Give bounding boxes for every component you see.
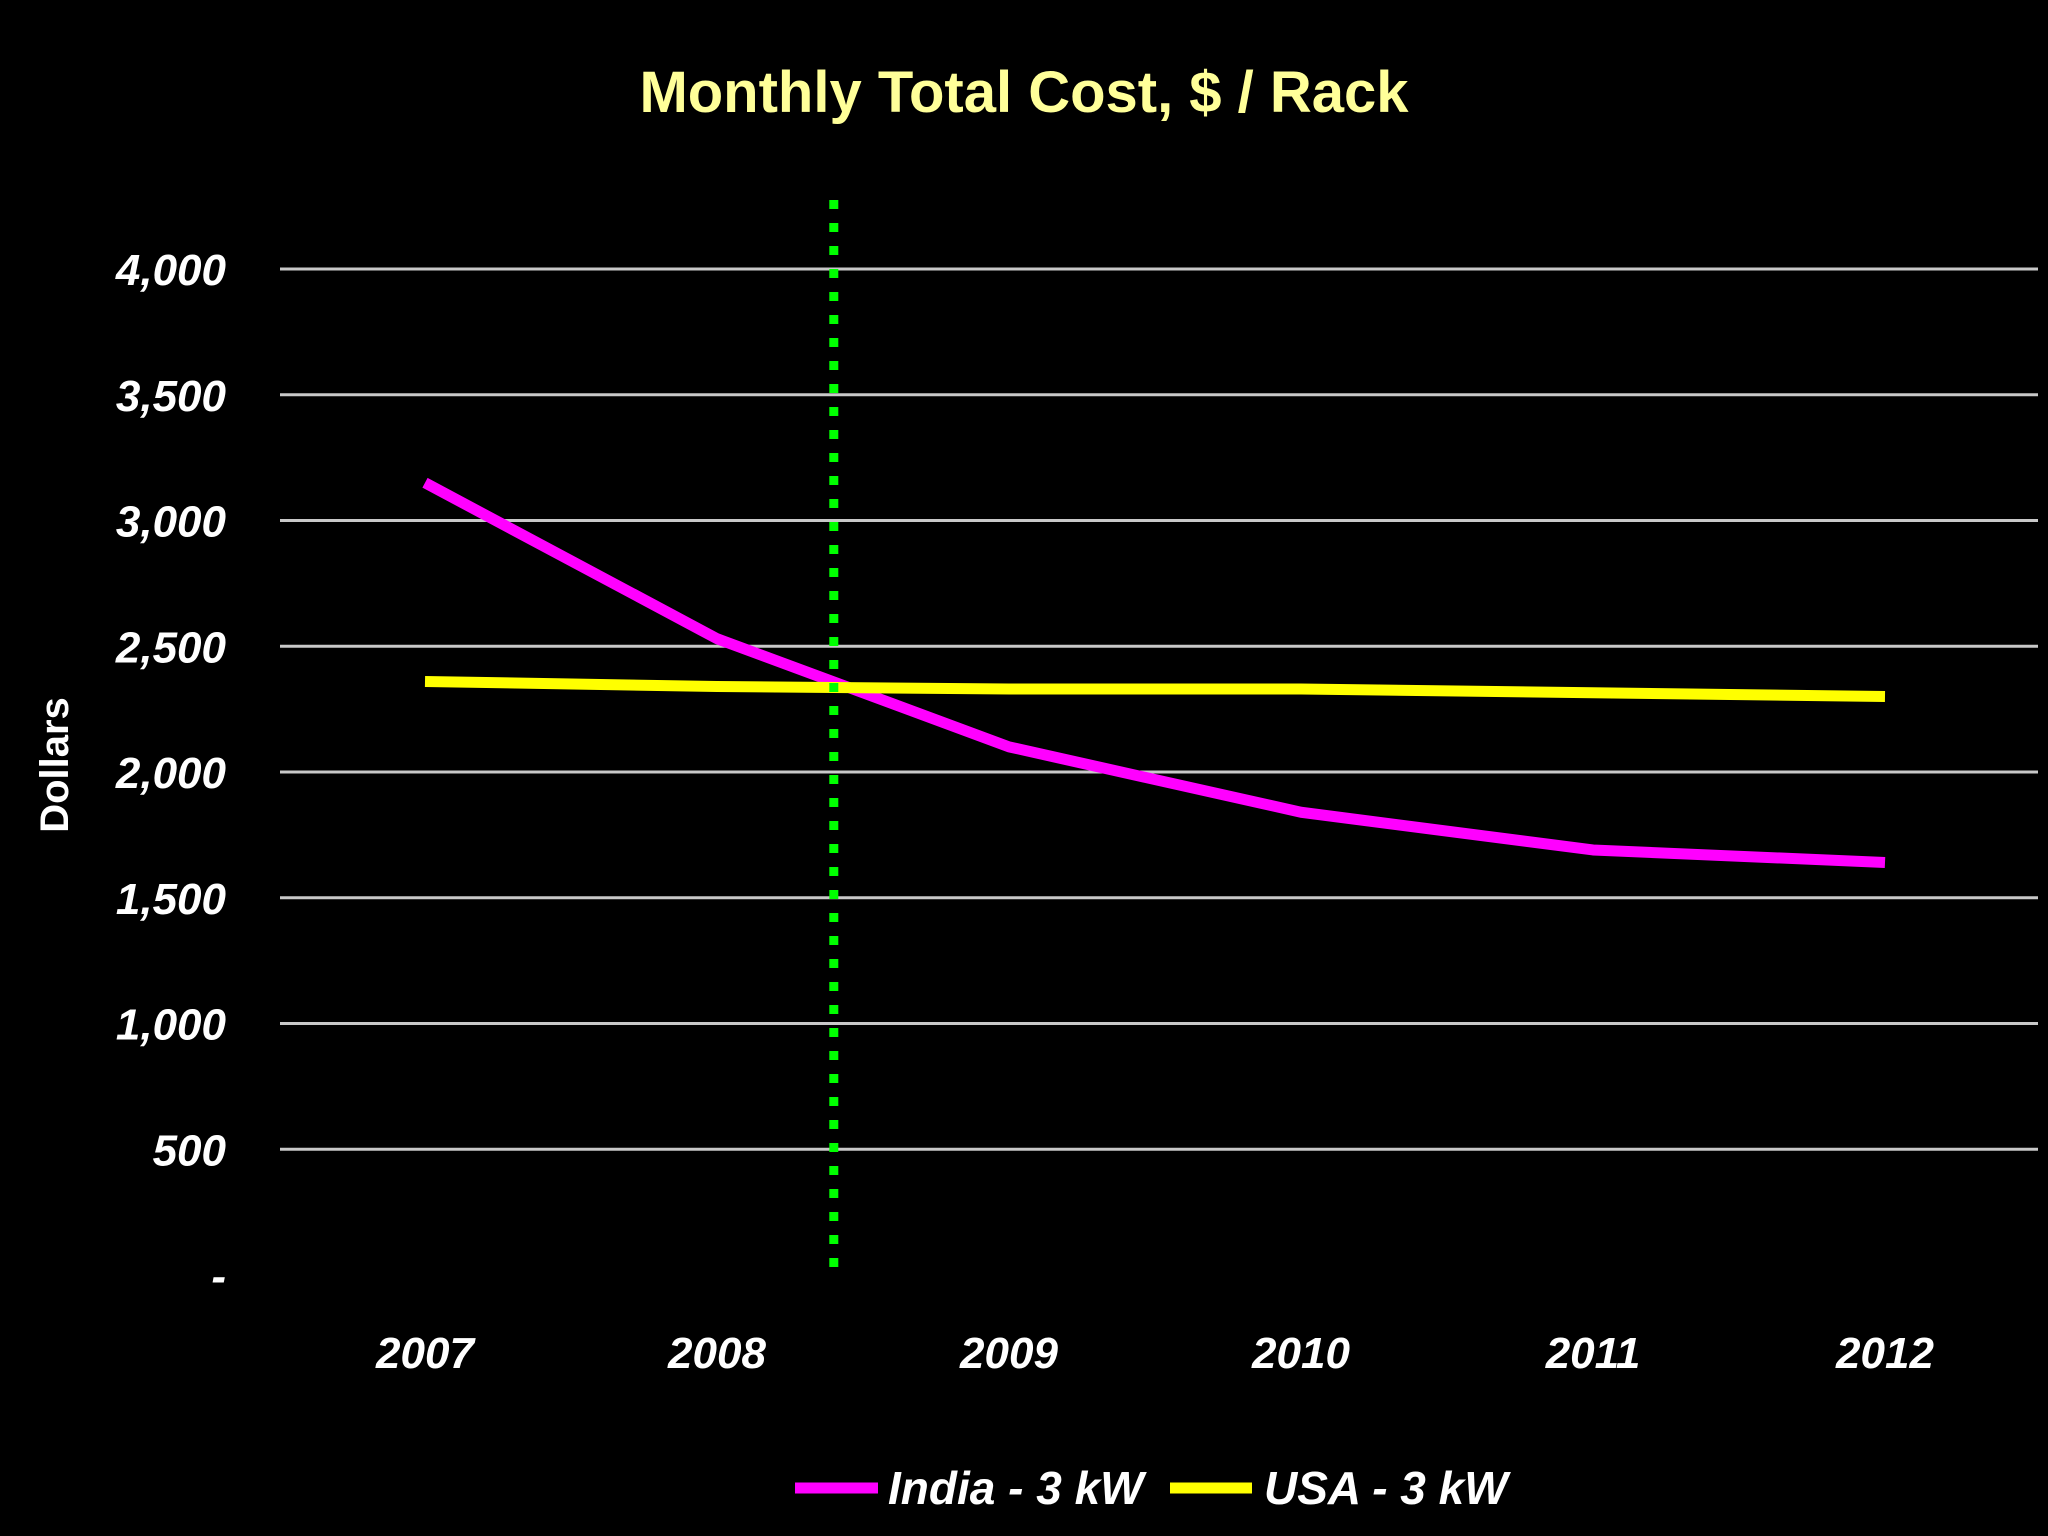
gridlines bbox=[280, 267, 2038, 1151]
y-tick-label-4000: 4,000 bbox=[115, 246, 227, 295]
x-tick-label-2007: 2007 bbox=[375, 1329, 476, 1378]
y-tick-label-2000: 2,000 bbox=[115, 749, 227, 798]
chart-title: Monthly Total Cost, $ / Rack bbox=[639, 60, 1409, 125]
x-tick-label-2008: 2008 bbox=[667, 1329, 766, 1378]
x-tick-label-2012: 2012 bbox=[1835, 1329, 1934, 1378]
y-axis-tick-labels: - 500 1,000 1,500 2,000 2,500 3,000 3,500 4,000 bbox=[115, 246, 227, 1301]
series-line-india bbox=[422, 477, 1886, 869]
series-lines bbox=[422, 477, 1886, 869]
x-tick-label-2009: 2009 bbox=[959, 1329, 1058, 1378]
x-axis-tick-labels: 2007 2008 2009 2010 2011 2012 bbox=[375, 1329, 1934, 1378]
series-line-usa bbox=[424, 675, 1886, 703]
legend-label-usa: USA - 3 kW bbox=[1264, 1462, 1511, 1514]
y-tick-label-3500: 3,500 bbox=[116, 372, 227, 421]
y-tick-label-3000: 3,000 bbox=[116, 498, 227, 547]
y-tick-label-1500: 1,500 bbox=[116, 875, 227, 924]
x-tick-label-2011: 2011 bbox=[1545, 1329, 1641, 1378]
x-tick-label-2010: 2010 bbox=[1251, 1329, 1350, 1378]
legend-label-india: India - 3 kW bbox=[888, 1462, 1147, 1514]
y-tick-label-2500: 2,500 bbox=[115, 623, 227, 672]
y-tick-label-0: - bbox=[211, 1252, 226, 1301]
y-tick-label-1000: 1,000 bbox=[116, 1001, 227, 1050]
legend: India - 3 kW USA - 3 kW bbox=[795, 1462, 1511, 1514]
y-axis-title: Dollars bbox=[33, 697, 77, 833]
y-tick-label-500: 500 bbox=[153, 1126, 227, 1175]
